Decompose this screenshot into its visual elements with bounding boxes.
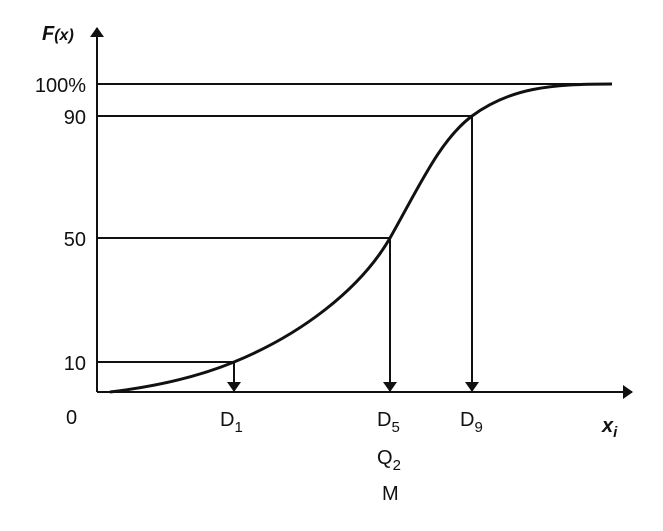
y-axis-label: F(x) (42, 23, 74, 45)
decile-label: D9 (460, 409, 483, 436)
label-rest: (x) (54, 27, 74, 44)
origin-label: 0 (66, 407, 77, 429)
y-tick-label: 50 (64, 229, 86, 251)
label-base: D (220, 409, 234, 431)
label-sub: i (613, 424, 618, 441)
label-sub: 9 (474, 419, 482, 436)
x-axis-label: xi (601, 415, 618, 441)
label-sub: 2 (393, 457, 401, 474)
decile-label: D5 (377, 409, 400, 436)
label-sub: 1 (234, 419, 242, 436)
label-base: D (377, 409, 391, 431)
label-base: Q (377, 447, 393, 469)
y-tick-label: 10 (64, 353, 86, 375)
cumulative-curve (109, 82, 613, 394)
label-sub: 5 (391, 419, 399, 436)
y-tick-label: 100% (35, 75, 86, 97)
decile-label: D1 (220, 409, 243, 436)
label-base: x (601, 415, 614, 437)
label-base: F (42, 23, 55, 45)
label-base: D (460, 409, 474, 431)
median-label: M (382, 483, 399, 505)
median-label: Q2 (377, 447, 401, 474)
y-tick-label: 90 (64, 107, 86, 129)
